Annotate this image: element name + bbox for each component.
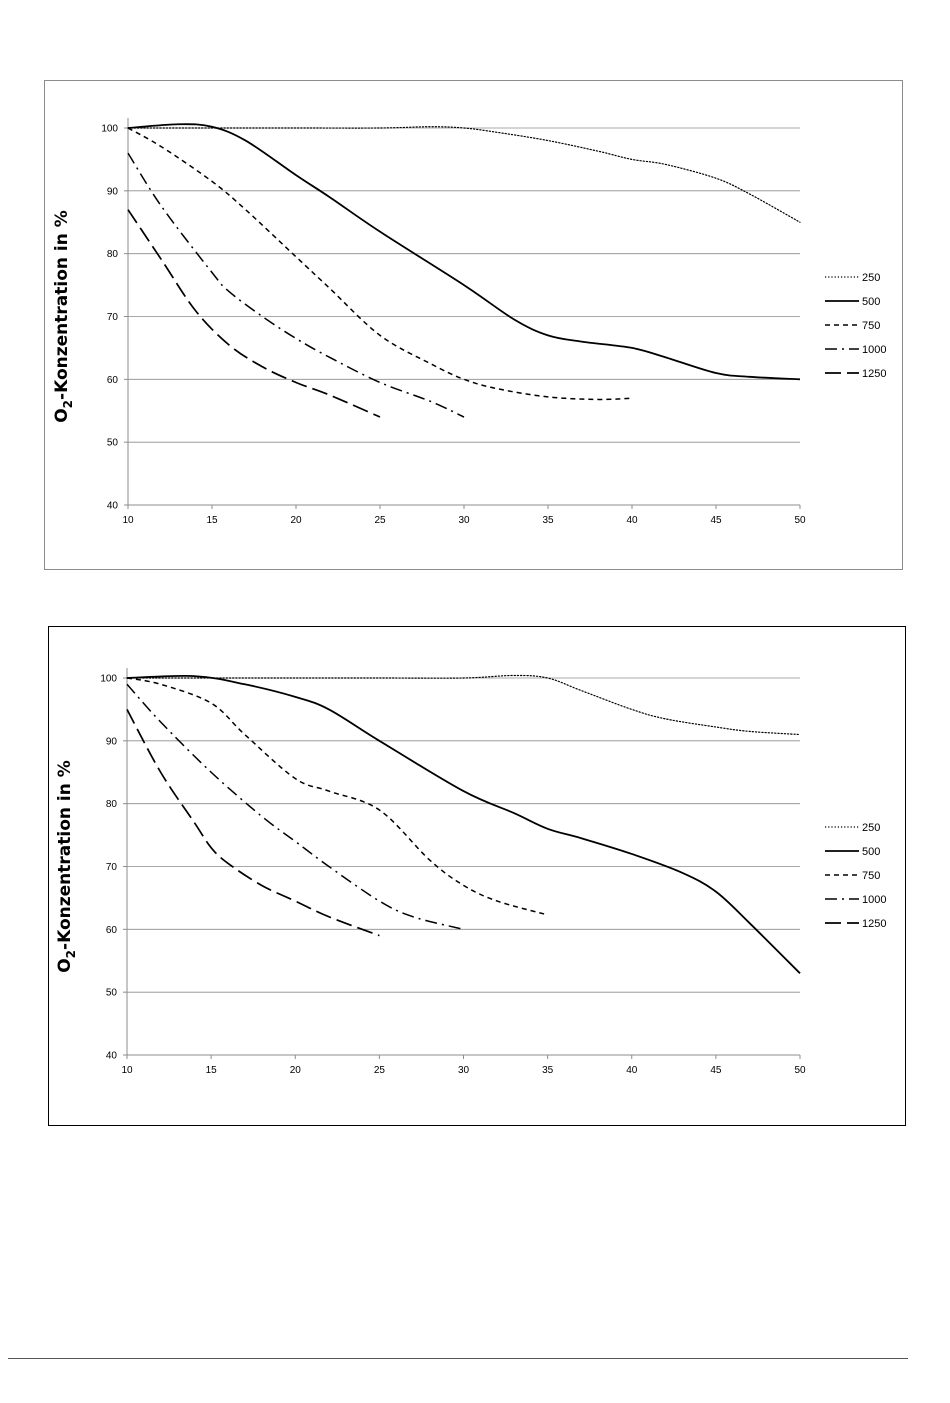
chart-1-xtick-label-30: 30	[458, 515, 470, 526]
chart-1-ytick-label-60: 60	[107, 375, 119, 386]
chart-2-legend-label-750: 750	[862, 870, 880, 882]
chart-1: 40 50 60 70 80 90 100 10 15 20 25 30 35 40 45 50 O2-Konz…	[44, 80, 903, 570]
chart-1-series-line-250	[127, 126, 801, 223]
chart-2-legend-label-500: 500	[862, 846, 880, 858]
chart-2-ytick-label-100: 100	[100, 674, 117, 685]
chart-1-legend-label-1250: 1250	[862, 368, 886, 380]
chart-2-xtick-label-20: 20	[290, 1065, 302, 1076]
chart-1-xtick-label-35: 35	[542, 515, 554, 526]
chart-2: 40 50 60 70 80 90 100 10 15 20 25 30 35 40 45 50 O2-Konz…	[48, 626, 906, 1126]
chart-2-xtick-label-35: 35	[542, 1065, 554, 1076]
chart-2-xtick-label-15: 15	[206, 1065, 218, 1076]
chart-2-series-line-1000	[126, 683, 464, 931]
chart-2-xtick-label-50: 50	[794, 1065, 806, 1076]
chart-1-xtick-label-25: 25	[374, 515, 386, 526]
chart-1-ytick-label-80: 80	[107, 249, 119, 260]
chart-1-legend-label-500: 500	[862, 296, 880, 308]
chart-2-xtick-label-25: 25	[374, 1065, 386, 1076]
chart-2-legend-label-250: 250	[862, 822, 880, 834]
chart-2-xtick-label-30: 30	[458, 1065, 470, 1076]
chart-2-xtick-label-45: 45	[710, 1065, 722, 1076]
chart-2-ytick-label-80: 80	[106, 799, 118, 810]
chart-1-legend-label-250: 250	[862, 272, 880, 284]
chart-2-series-line-250	[126, 674, 801, 736]
chart-2-ytick-label-60: 60	[106, 925, 118, 936]
chart-2-plot: 40 50 60 70 80 90 100 10 15 20 25 30 35 40 45 50 O2-Konz…	[55, 668, 886, 1076]
chart-2-ytick-label-40: 40	[106, 1051, 118, 1062]
footer-rule	[8, 1358, 908, 1359]
chart-1-ytick-label-70: 70	[107, 312, 119, 323]
chart-2-legend-label-1250: 1250	[862, 918, 886, 930]
chart-1-xtick-label-50: 50	[794, 515, 806, 526]
chart-2-ytick-label-70: 70	[106, 862, 118, 873]
chart-1-series-line-1000	[127, 152, 465, 418]
chart-1-series-line-1250	[127, 209, 381, 418]
chart-1-legend-label-1000: 1000	[862, 344, 886, 356]
chart-2-series-line-500	[126, 674, 801, 974]
chart-2-series-line-750	[126, 677, 548, 916]
chart-2-legend-label-1000: 1000	[862, 894, 886, 906]
chart-1-series-line-750	[127, 127, 633, 401]
chart-1-y-axis-label: O2-Konzentration in %	[52, 210, 75, 423]
chart-2-xtick-label-40: 40	[626, 1065, 638, 1076]
chart-2-ytick-label-50: 50	[106, 988, 118, 999]
chart-1-xtick-label-20: 20	[290, 515, 302, 526]
chart-1-xtick-label-45: 45	[710, 515, 722, 526]
chart-1-xtick-label-15: 15	[206, 515, 218, 526]
chart-2-y-axis-label: O2-Konzentration in %	[55, 760, 78, 973]
chart-2-xtick-label-10: 10	[121, 1065, 133, 1076]
chart-1-xtick-label-10: 10	[122, 515, 134, 526]
chart-1-ytick-label-90: 90	[107, 186, 119, 197]
chart-2-ytick-label-90: 90	[106, 736, 118, 747]
chart-2-series-line-1250	[126, 709, 380, 937]
chart-1-ytick-label-100: 100	[101, 124, 118, 135]
chart-1-ytick-label-50: 50	[107, 438, 119, 449]
chart-1-plot: 40 50 60 70 80 90 100 10 15 20 25 30 35 40 45 50 O2-Konz…	[52, 118, 886, 526]
chart-1-ytick-label-40: 40	[107, 501, 119, 512]
chart-1-xtick-label-40: 40	[626, 515, 638, 526]
chart-1-series-line-500	[127, 123, 801, 381]
chart-1-legend-label-750: 750	[862, 320, 880, 332]
